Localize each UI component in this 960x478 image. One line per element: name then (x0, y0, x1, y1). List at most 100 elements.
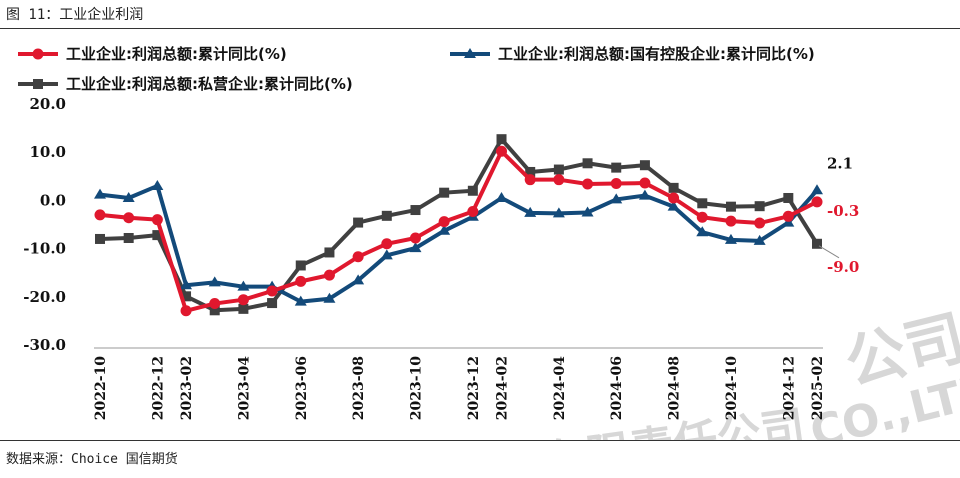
data-point (209, 305, 220, 316)
data-point (668, 192, 680, 204)
data-point (295, 275, 307, 287)
data-point (122, 191, 135, 202)
annotations: 2.1 -0.3 -9.0 (818, 154, 859, 276)
legend: 工业企业:利润总额:累计同比(%) 工业企业:利润总额:国有控股企业:累计同比(… (18, 45, 815, 93)
x-tick-label: 2024-08 (667, 356, 683, 420)
data-point (610, 178, 622, 190)
data-point (123, 212, 135, 224)
data-point (811, 196, 823, 208)
top-rule (0, 28, 960, 29)
legend-item-total: 工业企业:利润总额:累计同比(%) (18, 45, 287, 63)
data-point (237, 280, 250, 291)
y-axis-ticks: 20.0 10.0 0.0 -10.0 -20.0 -30.0 (23, 95, 66, 354)
data-point (783, 192, 794, 203)
data-point (94, 188, 106, 199)
data-point (151, 179, 164, 190)
source-note: 数据来源：Choice 国信期货 (6, 452, 178, 467)
data-point (238, 303, 249, 314)
series-line (99, 149, 818, 313)
data-point (582, 158, 593, 169)
data-point (410, 205, 421, 216)
data-point (811, 184, 823, 195)
data-point (323, 292, 336, 303)
data-point (208, 276, 221, 287)
data-point (697, 198, 708, 209)
data-point (123, 232, 134, 243)
data-point (725, 201, 736, 212)
data-point (438, 216, 450, 228)
chart: 公司 CO.,LTD. 有限责任公司 工业企业:利润总额:累计同比(%) 工业企… (18, 45, 960, 440)
x-tick-label: 2024-10 (724, 356, 740, 421)
y-tick-label: -20.0 (23, 288, 66, 306)
x-tick-label: 2023-06 (294, 356, 310, 420)
data-point (667, 200, 680, 211)
y-tick-label: -10.0 (23, 240, 66, 258)
data-point (467, 205, 479, 217)
data-point (267, 298, 278, 309)
data-point (294, 295, 307, 306)
x-tick-label: 2022-12 (150, 356, 166, 420)
x-tick-label: 2024-02 (495, 356, 511, 420)
data-point (496, 145, 508, 157)
data-point (724, 233, 737, 244)
data-point (323, 269, 335, 281)
legend-marker-private (33, 79, 43, 89)
y-tick-label: -30.0 (23, 336, 66, 354)
data-point (352, 274, 365, 285)
data-point (524, 174, 536, 186)
data-point (553, 174, 565, 186)
data-point (94, 209, 106, 221)
data-point (639, 177, 651, 189)
data-point (237, 294, 249, 306)
data-point (696, 226, 709, 237)
data-point (553, 164, 564, 175)
series-layer (94, 134, 823, 317)
data-point (295, 260, 306, 271)
data-point (610, 193, 623, 204)
data-point (495, 191, 508, 202)
data-point (380, 249, 393, 260)
figure-title: 图 11：工业企业利润 (6, 7, 144, 23)
annotation-label: -9.0 (827, 258, 859, 276)
legend-label-state: 工业企业:利润总额:国有控股企业:累计同比(%) (498, 45, 815, 63)
data-point (725, 215, 737, 227)
annotation-leader (818, 245, 840, 259)
data-point (525, 166, 536, 177)
data-point (782, 210, 794, 222)
data-point (439, 187, 450, 198)
data-point (524, 206, 537, 217)
series-line (99, 183, 819, 304)
annotation-label: 2.1 (827, 154, 853, 172)
watermark: 公司 CO.,LTD. 有限责任公司 (539, 303, 960, 440)
data-point (638, 189, 651, 200)
legend-label-private: 工业企业:利润总额:私营企业:累计同比(%) (66, 75, 353, 93)
x-tick-label: 2023-04 (236, 356, 252, 421)
data-point (181, 291, 192, 302)
data-point (381, 238, 393, 250)
data-point (552, 207, 565, 218)
data-point (381, 210, 392, 221)
x-tick-label: 2024-04 (552, 356, 568, 421)
legend-marker-total (32, 48, 44, 60)
data-point (180, 305, 192, 317)
data-point (151, 214, 163, 226)
data-point (352, 251, 364, 263)
data-point (753, 234, 766, 245)
data-point (467, 185, 478, 196)
x-tick-label: 2023-10 (408, 356, 424, 421)
data-point (812, 238, 822, 249)
data-point (696, 211, 708, 223)
annotation-label: -0.3 (827, 202, 859, 220)
data-point (581, 206, 594, 217)
x-tick-label: 2023-02 (179, 356, 195, 420)
x-tick-label: 2024-12 (781, 356, 797, 420)
legend-label-total: 工业企业:利润总额:累计同比(%) (66, 45, 287, 63)
series-1 (94, 179, 823, 306)
x-tick-label: 2025-02 (810, 356, 826, 420)
data-point (409, 242, 422, 253)
data-point (409, 232, 421, 244)
y-tick-label: 0.0 (40, 191, 66, 209)
data-point (353, 217, 364, 228)
data-point (180, 279, 193, 290)
legend-item-private: 工业企业:利润总额:私营企业:累计同比(%) (18, 75, 353, 93)
